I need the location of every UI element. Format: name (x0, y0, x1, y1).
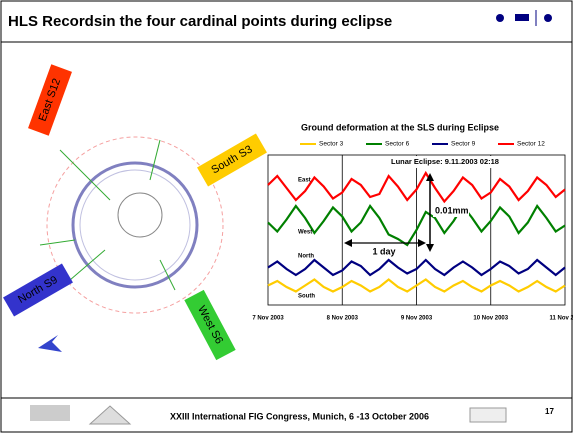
annotation-bg (385, 156, 505, 168)
sector-label-box (3, 263, 73, 317)
x-tick-label: 7 Nov 2003 (252, 316, 284, 322)
series-tag: East (298, 178, 311, 184)
sector-label-box (28, 64, 72, 136)
annotation-bg (368, 246, 400, 258)
legend-label: Sector 3 (319, 141, 344, 148)
page-number: 17 (545, 407, 554, 416)
x-tick-label: 10 Nov 2003 (473, 316, 508, 322)
arrow-head (418, 239, 426, 247)
x-tick-label: 8 Nov 2003 (327, 316, 359, 322)
slide-title: HLS Recordsin the four cardinal points d… (8, 13, 392, 30)
scale-label: 0.01mm (435, 205, 469, 215)
ring-diagram (38, 136, 224, 352)
chart-title: Ground deformation at the SLS during Ecl… (301, 122, 499, 132)
x-tick-label: 11 Nov 200 (549, 316, 573, 322)
legend-label: Sector 9 (451, 141, 476, 148)
eclipse-label: Lunar Eclipse: 9.11.2003 02:18 (391, 157, 499, 166)
series-line (267, 204, 566, 247)
day-label: 1 day (372, 246, 395, 256)
series-line (267, 278, 566, 293)
series-tag: North (298, 254, 314, 260)
legend-label: Sector 12 (517, 141, 545, 148)
arrow-head (426, 244, 434, 252)
arrow-head (344, 239, 352, 247)
x-tick-label: 9 Nov 2003 (401, 316, 433, 322)
series-tag: West (298, 230, 312, 236)
series-line (267, 170, 566, 204)
annotation-bg (433, 204, 469, 217)
sector-label-box (184, 289, 236, 361)
series-line (267, 258, 566, 277)
footer-logo (30, 405, 507, 425)
logo (496, 10, 552, 26)
arrow-head (426, 173, 434, 181)
footer-event: XXIII International FIG Congress, Munich… (170, 411, 429, 421)
series-tag: South (298, 294, 315, 300)
legend-label: Sector 6 (385, 141, 410, 148)
sector-label-box (197, 133, 267, 187)
